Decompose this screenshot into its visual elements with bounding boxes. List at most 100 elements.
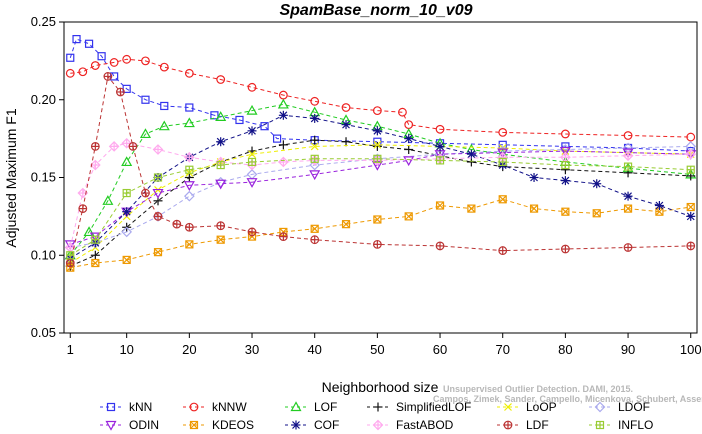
data-point-cof — [435, 141, 445, 151]
data-point-fastabod — [121, 137, 133, 149]
legend-item-inflo: INFLO — [589, 418, 653, 432]
data-point-inflo — [216, 160, 225, 170]
data-point-knn — [185, 103, 194, 112]
data-point-inflo — [66, 251, 75, 260]
data-point-knnw — [184, 68, 194, 78]
data-point-knnw — [372, 106, 382, 116]
plot-area: 1 10 20 30 40 50 60 70 80 90 100 0.050.100.150.200… — [31, 14, 702, 357]
data-point-lof — [121, 156, 133, 167]
data-point-ldf — [623, 243, 633, 252]
data-point-kdeos — [373, 215, 382, 224]
data-point-ldf — [65, 258, 75, 268]
legend: kNN kNNW LOF SimplifiedLOF LoOP LDOF ODIN KDEOS… — [100, 400, 653, 432]
data-point-loop — [373, 140, 382, 149]
data-point-ldf — [216, 221, 226, 231]
data-point-kdeos — [498, 195, 507, 204]
data-point-knn — [160, 101, 169, 111]
data-point-odin — [559, 146, 571, 157]
legend-item-knn: kNN — [100, 400, 152, 414]
legend-item-kdeos: KDEOS — [183, 418, 254, 432]
legend-label-odin: ODIN — [129, 418, 159, 432]
legend-marker-kdeos — [189, 420, 199, 430]
data-point-ldf — [372, 239, 382, 249]
x-tick-label: 40 — [307, 342, 321, 357]
legend-label-inflo: INFLO — [618, 418, 653, 432]
data-point-ldf — [103, 72, 113, 81]
legend-marker-loop — [504, 403, 512, 411]
data-point-knn — [66, 53, 75, 62]
data-point-kdeos — [91, 258, 100, 268]
data-point-simplifiedlof — [184, 173, 194, 182]
legend-label-kdeos: KDEOS — [212, 418, 254, 432]
data-point-fastabod — [89, 159, 101, 171]
y-axis-label: Adjusted Maximum F1 — [3, 108, 19, 247]
y-tick-label: 0.05 — [31, 325, 56, 340]
data-point-kdeos — [153, 248, 163, 257]
data-point-kdeos — [341, 220, 351, 229]
data-point-ldf — [498, 246, 508, 255]
data-point-loop — [310, 142, 319, 151]
data-point-knnw — [109, 58, 119, 67]
data-point-cof — [122, 207, 132, 217]
data-point-ldf — [560, 244, 570, 254]
data-point-knnw — [560, 129, 570, 139]
data-point-lof — [83, 226, 95, 237]
data-point-ldf — [90, 141, 100, 151]
data-point-inflo — [498, 157, 507, 167]
data-point-cof — [404, 134, 414, 144]
data-point-inflo — [435, 156, 445, 165]
data-point-cof — [592, 179, 602, 189]
legend-marker-ldof — [594, 401, 606, 413]
data-point-lof — [158, 120, 170, 131]
data-point-simplifiedlof — [90, 250, 100, 260]
x-axis-label: Neighborhood size — [322, 379, 439, 395]
series-line-lof — [69, 103, 691, 256]
data-point-knn — [84, 39, 94, 48]
data-point-inflo — [185, 165, 194, 174]
data-point-knn — [272, 134, 282, 143]
x-tick-label: 30 — [245, 342, 259, 357]
data-point-ldf — [172, 219, 182, 229]
data-point-ldof — [121, 226, 133, 238]
data-point-ldf — [686, 241, 696, 251]
data-point-cof — [686, 211, 696, 221]
data-point-odin — [89, 232, 101, 243]
data-point-cof — [341, 120, 351, 130]
legend-label-ldf: LDF — [526, 418, 549, 432]
data-point-knnw — [623, 131, 633, 140]
data-point-inflo — [561, 160, 570, 170]
y-tick-label: 0.10 — [31, 247, 56, 262]
x-tick-label: 100 — [680, 342, 702, 357]
data-point-odin — [183, 181, 195, 191]
data-point-ldf — [310, 235, 320, 245]
data-point-cof — [529, 173, 539, 182]
chart-title: SpamBase_norm_10_v09 — [279, 2, 472, 19]
series-inflo — [66, 154, 695, 260]
legend-item-simplifiedlof: SimplifiedLOF — [367, 400, 471, 414]
data-point-ldf — [278, 232, 288, 241]
series-line-odin — [70, 150, 691, 245]
legend-marker-lof — [290, 401, 302, 412]
legend-item-odin: ODIN — [100, 418, 159, 432]
data-point-inflo — [91, 235, 100, 244]
data-point-knnw — [216, 75, 226, 84]
data-point-odin — [309, 170, 321, 181]
data-point-simplifiedlof — [278, 140, 288, 150]
data-point-lof — [183, 117, 195, 128]
data-point-knnw — [122, 54, 132, 64]
legend-label-lof: LOF — [314, 400, 337, 414]
data-point-cof — [623, 191, 633, 201]
data-point-cof — [372, 126, 382, 136]
data-point-fastabod — [183, 151, 195, 163]
x-tick-label: 60 — [433, 342, 447, 357]
data-point-knn — [260, 122, 269, 131]
data-point-knn — [235, 115, 244, 125]
data-point-knnw — [435, 124, 445, 134]
data-point-lof — [246, 104, 258, 115]
legend-item-ldof: LDOF — [589, 400, 650, 414]
watermark-behind: Unsupervised Outlier Detection. DAMI, 20… — [443, 384, 633, 394]
data-point-odin — [215, 179, 227, 190]
data-point-ldf — [435, 241, 445, 251]
data-point-odin — [246, 178, 258, 188]
data-point-cof — [560, 176, 570, 186]
